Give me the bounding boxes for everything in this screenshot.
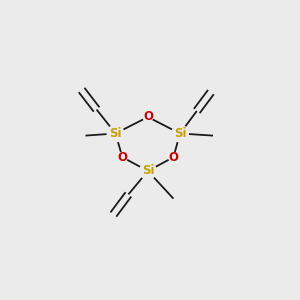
Text: O: O [143, 110, 153, 124]
Text: O: O [117, 151, 128, 164]
Text: Si: Si [142, 164, 154, 178]
Text: Si: Si [174, 127, 186, 140]
Text: Si: Si [109, 127, 122, 140]
Text: O: O [168, 151, 178, 164]
